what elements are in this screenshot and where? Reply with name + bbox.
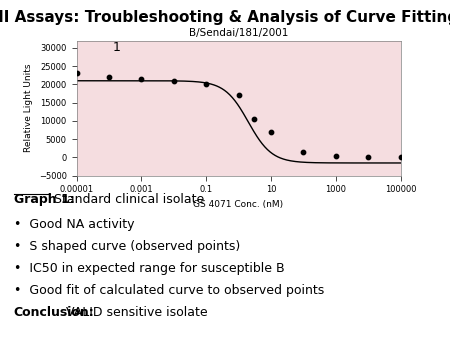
Point [267, 129, 274, 135]
Point [138, 76, 145, 82]
Point [202, 82, 210, 87]
Point [235, 93, 242, 98]
Text: NI Assays: Troubleshooting & Analysis of Curve Fitting: NI Assays: Troubleshooting & Analysis of… [0, 10, 450, 25]
Point [105, 74, 112, 80]
Text: 1: 1 [112, 41, 121, 53]
Title: B/Sendai/181/2001: B/Sendai/181/2001 [189, 28, 288, 39]
Point [250, 116, 257, 122]
Text: •  IC50 in expected range for susceptible B: • IC50 in expected range for susceptible… [14, 262, 284, 275]
Text: Conclusion:: Conclusion: [14, 306, 94, 319]
X-axis label: GS 4071 Conc. (nM): GS 4071 Conc. (nM) [194, 200, 284, 209]
Point [397, 154, 404, 160]
Text: Standard clinical isolate: Standard clinical isolate [50, 193, 205, 206]
Y-axis label: Relative Light Units: Relative Light Units [24, 64, 33, 152]
Point [364, 154, 372, 160]
Point [300, 149, 307, 155]
Point [332, 153, 339, 159]
Text: Graph 1:: Graph 1: [14, 193, 74, 206]
Text: •  Good NA activity: • Good NA activity [14, 218, 134, 231]
Text: •  S shaped curve (observed points): • S shaped curve (observed points) [14, 240, 240, 253]
Point [73, 71, 80, 76]
Text: •  Good fit of calculated curve to observed points: • Good fit of calculated curve to observ… [14, 284, 324, 297]
Point [170, 78, 177, 83]
Text: VALID sensitive isolate: VALID sensitive isolate [62, 306, 208, 319]
